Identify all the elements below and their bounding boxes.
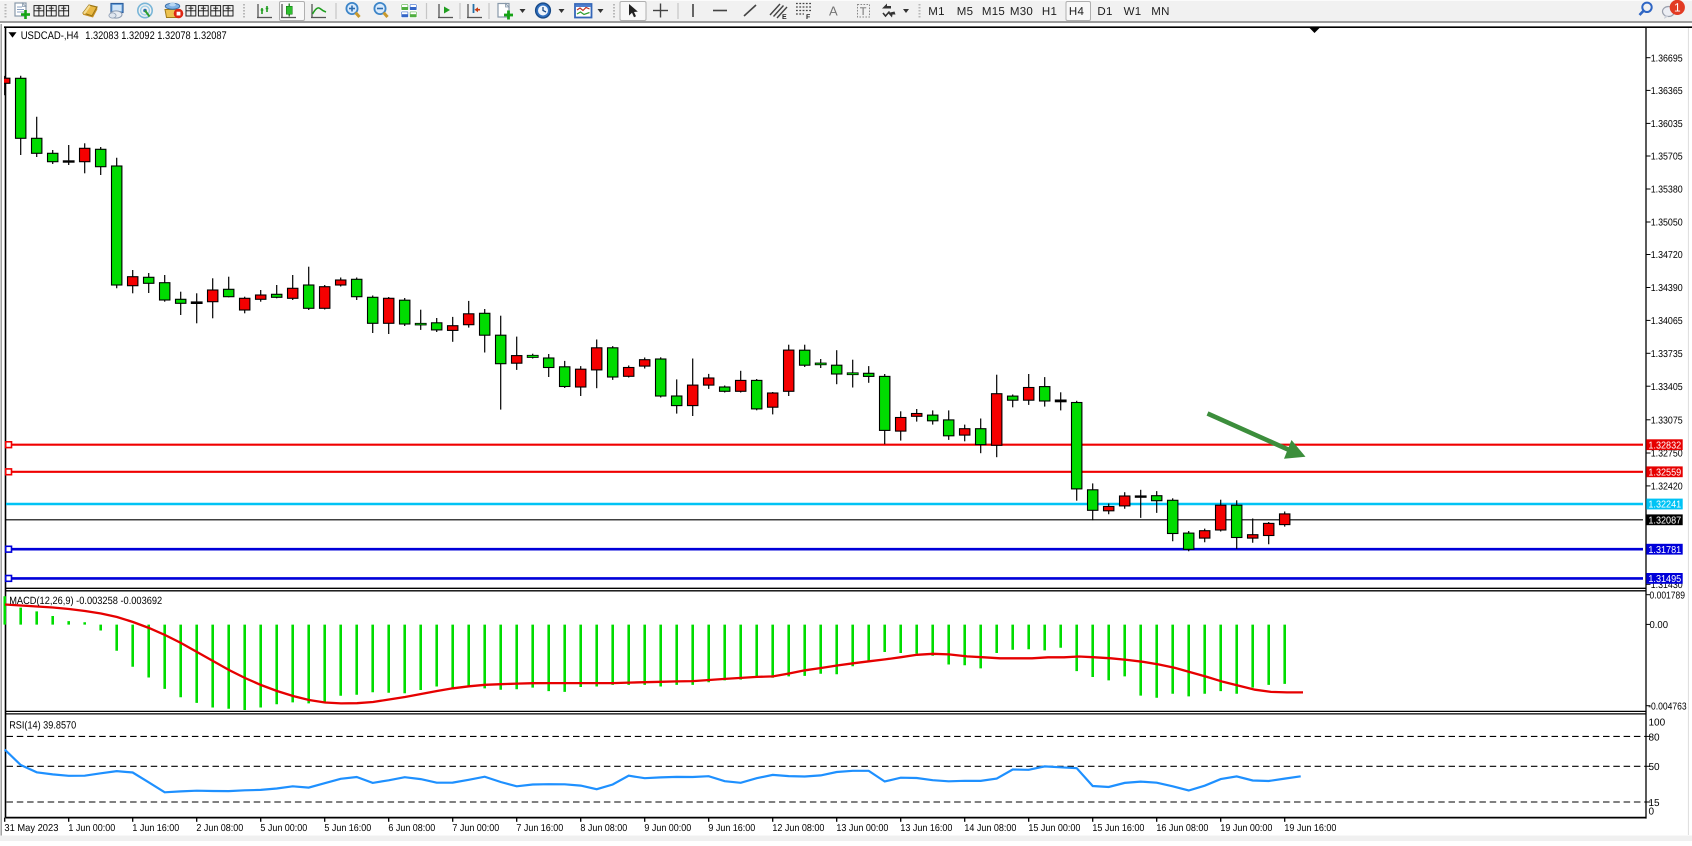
svg-text:M30: M30 [1010,6,1033,18]
svg-text:5 Jun 00:00: 5 Jun 00:00 [260,823,307,834]
svg-text:1.32750: 1.32750 [1651,449,1683,460]
svg-text:T: T [860,6,867,18]
svg-text:1.35705: 1.35705 [1651,152,1683,163]
svg-text:1.32559: 1.32559 [1648,468,1681,479]
svg-text:USDCAD-,H4: USDCAD-,H4 [21,30,79,42]
svg-text:1.36035: 1.36035 [1651,119,1683,130]
svg-text:50: 50 [1649,762,1661,773]
svg-text:14 Jun 08:00: 14 Jun 08:00 [964,823,1016,834]
svg-text:MN: MN [1151,6,1170,18]
svg-text:A: A [829,4,838,19]
svg-text:0.00: 0.00 [1650,620,1669,631]
svg-text:9 Jun 16:00: 9 Jun 16:00 [708,823,755,834]
svg-text:M5: M5 [957,6,974,18]
svg-text:1.31430: 1.31430 [1651,580,1683,591]
svg-text:F: F [806,14,811,21]
svg-text:1.33735: 1.33735 [1651,349,1683,360]
svg-text:15: 15 [1649,798,1661,809]
svg-text:5 Jun 16:00: 5 Jun 16:00 [324,823,371,834]
svg-text:13 Jun 00:00: 13 Jun 00:00 [836,823,888,834]
svg-text:1.35380: 1.35380 [1651,185,1683,196]
svg-text:1.34065: 1.34065 [1651,316,1683,327]
svg-text:1.32241: 1.32241 [1648,500,1681,511]
svg-text:H1: H1 [1042,6,1057,18]
svg-text:1.33075: 1.33075 [1651,415,1683,426]
svg-text:15 Jun 16:00: 15 Jun 16:00 [1092,823,1144,834]
svg-text:1.31781: 1.31781 [1648,545,1681,556]
svg-text:6 Jun 08:00: 6 Jun 08:00 [388,823,435,834]
svg-text:15 Jun 00:00: 15 Jun 00:00 [1028,823,1080,834]
svg-text:H4: H4 [1069,6,1085,18]
svg-text:D1: D1 [1097,6,1112,18]
svg-text:19 Jun 16:00: 19 Jun 16:00 [1284,823,1336,834]
svg-text:W1: W1 [1124,6,1142,18]
svg-text:7 Jun 16:00: 7 Jun 16:00 [516,823,563,834]
svg-text:16 Jun 08:00: 16 Jun 08:00 [1156,823,1208,834]
svg-text:1.35050: 1.35050 [1651,218,1683,229]
svg-text:1.32420: 1.32420 [1651,482,1683,493]
svg-text:1.36365: 1.36365 [1651,86,1683,97]
svg-text:1: 1 [1674,1,1681,15]
svg-text:M15: M15 [982,6,1005,18]
svg-text:1.34720: 1.34720 [1651,250,1683,261]
svg-text:1.32832: 1.32832 [1648,440,1681,451]
svg-text:2 Jun 08:00: 2 Jun 08:00 [196,823,243,834]
svg-text:100: 100 [1649,718,1666,729]
svg-text:9 Jun 00:00: 9 Jun 00:00 [644,823,691,834]
svg-text:MACD(12,26,9) -0.003258 -0.003: MACD(12,26,9) -0.003258 -0.003692 [9,595,162,607]
svg-text:M1: M1 [928,6,945,18]
svg-text:0: 0 [1649,807,1655,818]
svg-text:1.31495: 1.31495 [1648,574,1681,585]
svg-text:7 Jun 00:00: 7 Jun 00:00 [452,823,499,834]
svg-text:-0.004763: -0.004763 [1648,701,1687,712]
svg-text:1 Jun 00:00: 1 Jun 00:00 [68,823,115,834]
svg-text:E: E [782,14,787,21]
svg-text:13 Jun 16:00: 13 Jun 16:00 [900,823,952,834]
svg-text:1.36695: 1.36695 [1651,53,1683,64]
svg-text:1.32087: 1.32087 [1648,516,1681,527]
svg-text:0.001789: 0.001789 [1650,590,1686,601]
svg-text:12 Jun 08:00: 12 Jun 08:00 [772,823,824,834]
svg-text:1.32083 1.32092 1.32078 1.3208: 1.32083 1.32092 1.32078 1.32087 [85,30,226,42]
svg-text:RSI(14) 39.8570: RSI(14) 39.8570 [9,720,76,732]
svg-text:19 Jun 00:00: 19 Jun 00:00 [1220,823,1272,834]
svg-text:80: 80 [1649,733,1661,744]
svg-text:1.33405: 1.33405 [1651,382,1683,393]
svg-text:8 Jun 08:00: 8 Jun 08:00 [580,823,627,834]
svg-text:1 Jun 16:00: 1 Jun 16:00 [132,823,179,834]
svg-text:31 May 2023: 31 May 2023 [4,823,58,834]
svg-text:1.34390: 1.34390 [1651,283,1683,294]
